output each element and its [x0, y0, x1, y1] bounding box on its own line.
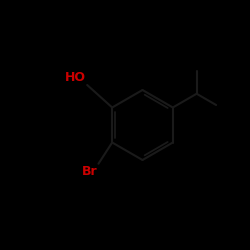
Text: HO: HO	[65, 71, 86, 84]
Text: Br: Br	[82, 165, 97, 178]
